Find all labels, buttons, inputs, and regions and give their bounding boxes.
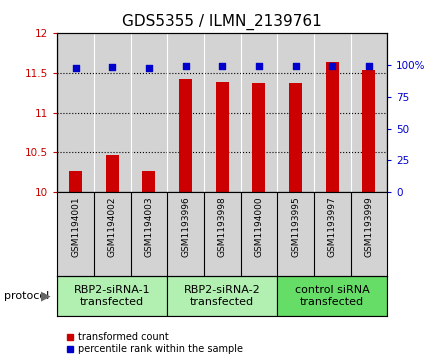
Text: control siRNA
transfected: control siRNA transfected bbox=[295, 285, 370, 307]
Bar bbox=[277, 276, 387, 316]
Bar bbox=[363, 70, 375, 192]
Bar bbox=[253, 83, 265, 192]
Title: GDS5355 / ILMN_2139761: GDS5355 / ILMN_2139761 bbox=[122, 14, 322, 30]
Text: GSM1194000: GSM1194000 bbox=[254, 197, 264, 257]
Bar bbox=[106, 155, 119, 192]
Text: GSM1193995: GSM1193995 bbox=[291, 197, 300, 257]
Bar bbox=[69, 171, 82, 192]
Point bbox=[292, 63, 299, 69]
Bar bbox=[143, 171, 155, 192]
Legend: transformed count, percentile rank within the sample: transformed count, percentile rank withi… bbox=[62, 329, 246, 358]
Text: protocol: protocol bbox=[4, 291, 50, 301]
Bar bbox=[216, 82, 229, 192]
Bar bbox=[179, 79, 192, 192]
Point bbox=[219, 63, 226, 69]
Point bbox=[329, 63, 336, 69]
Text: ▶: ▶ bbox=[40, 289, 50, 302]
Bar bbox=[289, 83, 302, 192]
Point bbox=[182, 63, 189, 69]
Point bbox=[72, 66, 79, 72]
Bar bbox=[57, 276, 167, 316]
Text: GSM1193996: GSM1193996 bbox=[181, 197, 190, 257]
Text: GSM1194003: GSM1194003 bbox=[144, 197, 154, 257]
Text: GSM1193998: GSM1193998 bbox=[218, 197, 227, 257]
Text: GSM1194002: GSM1194002 bbox=[108, 197, 117, 257]
Text: RBP2-siRNA-1
transfected: RBP2-siRNA-1 transfected bbox=[74, 285, 150, 307]
Bar bbox=[326, 62, 339, 192]
Point bbox=[109, 64, 116, 70]
Point bbox=[145, 66, 152, 72]
Text: GSM1193997: GSM1193997 bbox=[328, 197, 337, 257]
Text: RBP2-siRNA-2
transfected: RBP2-siRNA-2 transfected bbox=[184, 285, 260, 307]
Bar bbox=[167, 276, 277, 316]
Text: GSM1193999: GSM1193999 bbox=[364, 197, 374, 257]
Point bbox=[365, 63, 372, 69]
Text: GSM1194001: GSM1194001 bbox=[71, 197, 80, 257]
Point bbox=[255, 63, 262, 69]
